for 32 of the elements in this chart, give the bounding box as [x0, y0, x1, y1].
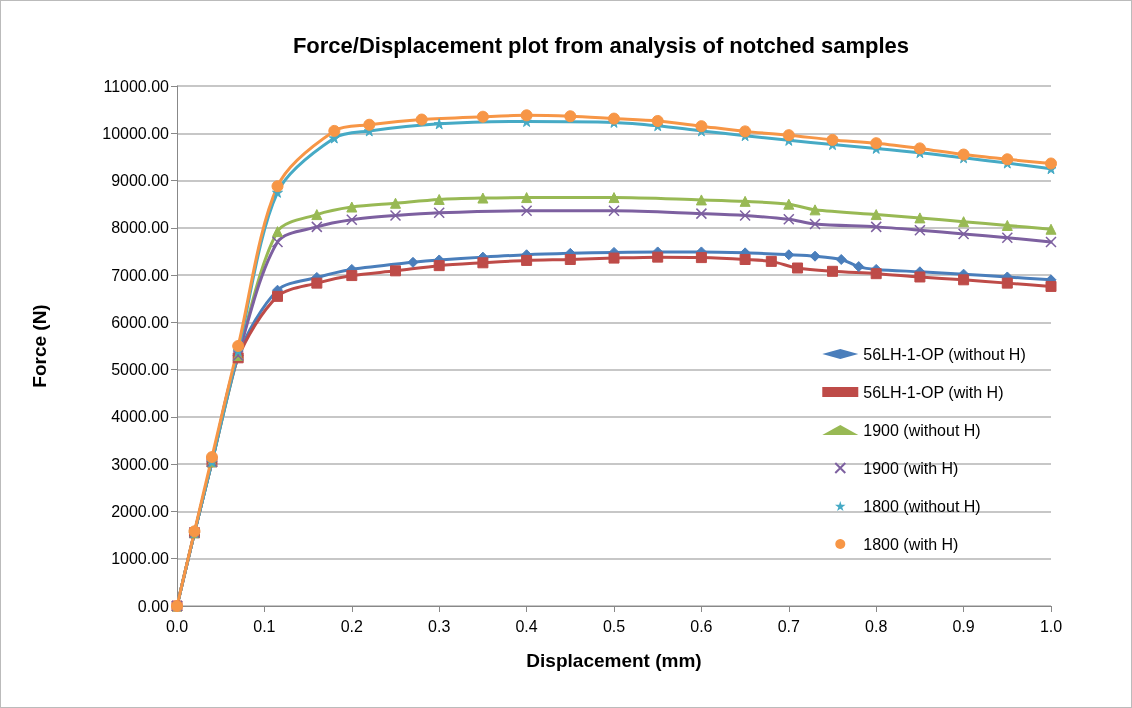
x-tick-label: 0.1 — [253, 617, 276, 635]
legend-label: 56LH-1-OP (with H) — [863, 383, 1004, 401]
y-tick-label: 9000.00 — [111, 172, 170, 190]
y-tick-label: 11000.00 — [103, 77, 170, 95]
x-tick-label: 0.6 — [690, 617, 713, 635]
legend-label: 1800 (without H) — [863, 497, 981, 515]
legend-label: 1900 (with H) — [863, 459, 959, 477]
y-tick-label: 8000.00 — [111, 219, 170, 237]
x-tick-label: 0.4 — [515, 617, 538, 635]
x-tick-label: 1.0 — [1039, 617, 1063, 635]
y-tick-label: 4000.00 — [111, 408, 170, 426]
x-tick-label: 0.7 — [777, 617, 801, 635]
y-tick-label: 5000.00 — [111, 361, 170, 379]
chart-title: Force/Displacement plot from analysis of notched samples — [292, 32, 910, 58]
x-tick-label: 0.3 — [428, 617, 451, 635]
x-tick-label: 0.2 — [340, 617, 364, 635]
y-tick-label: 0.00 — [137, 597, 170, 615]
legend-label: 1900 (without H) — [863, 421, 981, 439]
x-tick-label: 0.9 — [952, 617, 975, 635]
legend-label: 1800 (with H) — [863, 535, 959, 553]
y-tick-label: 6000.00 — [111, 313, 170, 331]
x-tick-label: 0.5 — [602, 617, 626, 635]
legend-label: 56LH-1-OP (without H) — [863, 345, 1026, 363]
y-tick-label: 3000.00 — [111, 455, 170, 473]
x-axis-title: Displacement (mm) — [526, 650, 702, 671]
x-tick-label: 0.8 — [865, 617, 888, 635]
x-tick-label: 0.0 — [165, 617, 189, 635]
y-axis-title: Force (N) — [29, 304, 50, 388]
y-tick-label: 2000.00 — [111, 502, 170, 520]
y-tick-label: 10000.00 — [102, 124, 170, 142]
y-tick-label: 1000.00 — [111, 550, 170, 568]
y-tick-label: 7000.00 — [111, 266, 170, 284]
